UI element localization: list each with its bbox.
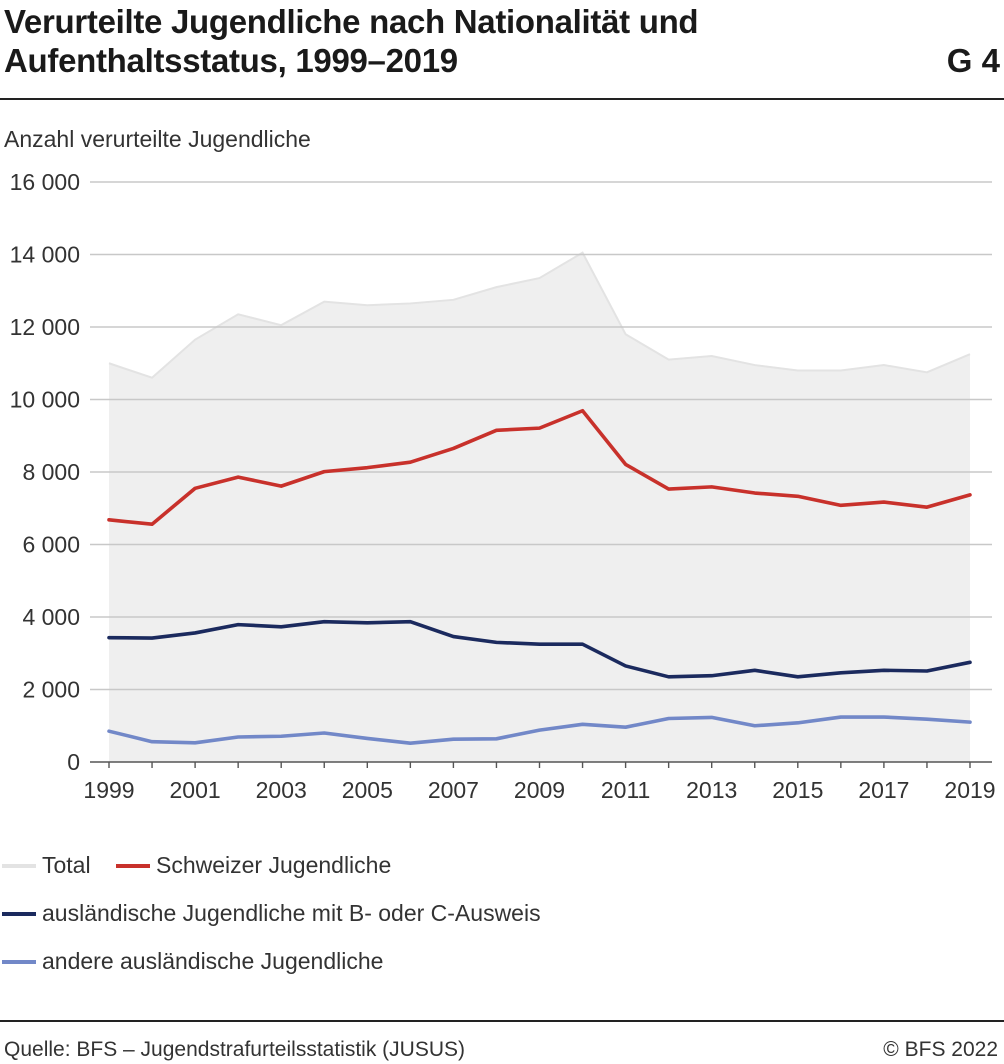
legend-label-total: Total (42, 852, 91, 878)
series-line-total (108, 251, 971, 379)
legend-label-swiss: Schweizer Jugendliche (156, 852, 392, 878)
y-tick-label: 10 000 (10, 387, 80, 413)
y-axis-label: Anzahl verurteilte Jugendliche (4, 126, 311, 152)
x-tick-label: 2009 (514, 777, 565, 803)
legend-label-foreign-bc: ausländische Jugendliche mit B- oder C-A… (42, 900, 541, 926)
legend-swatch-foreign-bc (2, 911, 36, 916)
series-line-foreign-bc (107, 619, 972, 679)
figure-number: G 4 (946, 42, 1000, 79)
legend-item-total: Total (2, 852, 91, 879)
x-tick-label: 1999 (83, 777, 134, 803)
x-tick-label: 2015 (772, 777, 823, 803)
y-tick-label: 16 000 (10, 169, 80, 195)
line-chart: 0 2 000 4 000 6 000 8 000 10 000 12 000 14 000 1… (10, 169, 996, 803)
x-tick-label: 2003 (256, 777, 307, 803)
legend-item-foreign-bc: ausländische Jugendliche mit B- oder C-A… (2, 900, 541, 927)
header-divider (0, 98, 1004, 100)
x-tick-label: 2013 (686, 777, 737, 803)
copyright-note: © BFS 2022 (883, 1038, 998, 1061)
y-tick-label: 4 000 (22, 604, 80, 630)
legend-label-other-foreign: andere ausländische Jugendliche (42, 948, 384, 974)
legend-swatch-swiss (116, 863, 150, 868)
y-tick-label: 6 000 (22, 532, 80, 558)
x-tick-label: 2005 (342, 777, 393, 803)
y-tick-label: 12 000 (10, 314, 80, 340)
legend-item-other-foreign: andere ausländische Jugendliche (2, 948, 383, 975)
x-tick-label: 2007 (428, 777, 479, 803)
x-tick-label: 2019 (944, 777, 995, 803)
series-line-other-foreign (107, 715, 972, 745)
legend-swatch-other-foreign (2, 959, 36, 964)
series-line-swiss (107, 408, 972, 526)
x-tick-label: 2017 (858, 777, 909, 803)
y-tick-label: 0 (67, 749, 80, 775)
chart-title: Verurteilte Jugendliche nach Nationalitä… (4, 3, 699, 79)
x-tick-label: 2011 (601, 777, 650, 803)
y-tick-label: 8 000 (22, 459, 80, 485)
legend-item-swiss: Schweizer Jugendliche (116, 852, 391, 879)
footer-divider (0, 1020, 1004, 1022)
y-tick-label: 2 000 (22, 677, 80, 703)
series-area-total (109, 252, 970, 762)
x-tick-label: 2001 (170, 777, 221, 803)
source-note: Quelle: BFS – Jugendstrafurteilsstatisti… (4, 1038, 465, 1061)
y-tick-label: 14 000 (10, 242, 80, 268)
legend-swatch-total (2, 863, 36, 868)
